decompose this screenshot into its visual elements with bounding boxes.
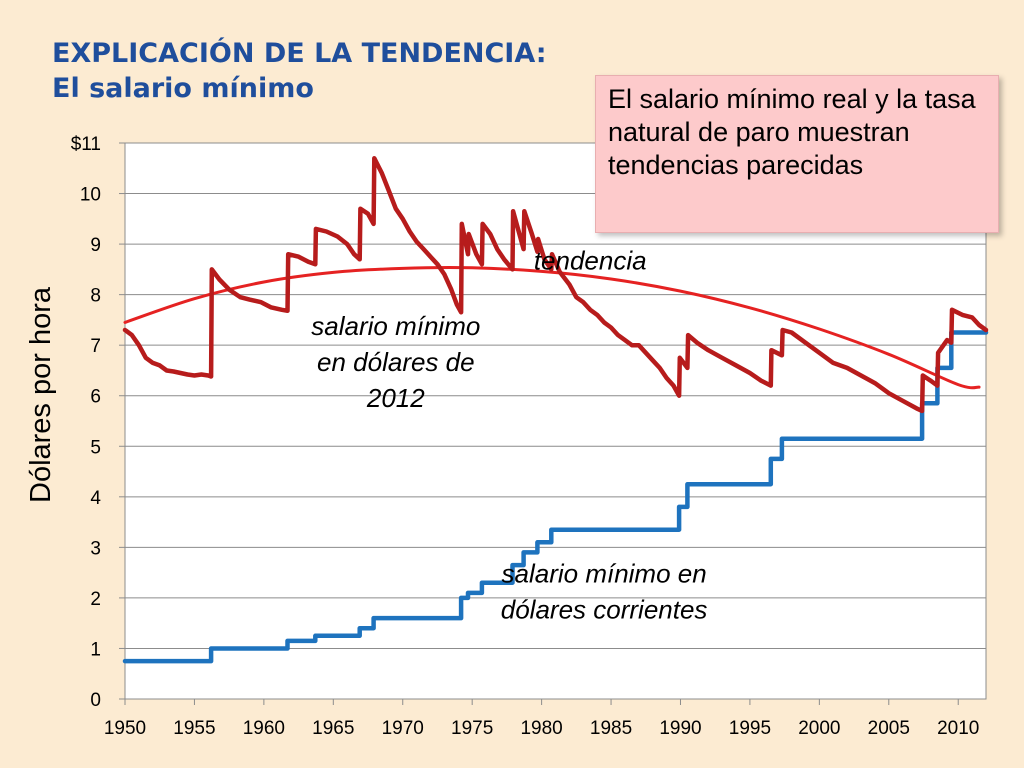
annotation-nominal-line-2: dólares corrientes — [501, 595, 708, 625]
y-tick-label-7: 7 — [90, 336, 101, 357]
slide-title-line-1: EXPLICACIÓN DE LA TENDENCIA: — [52, 38, 547, 69]
callout-text: El salario mínimo real y la tasa natural… — [608, 84, 976, 180]
x-tick-label-1960: 1960 — [243, 718, 285, 739]
y-tick-label-2: 2 — [90, 589, 101, 610]
x-tick-label-1990: 1990 — [659, 718, 701, 739]
slide-title: EXPLICACIÓN DE LA TENDENCIA: El salario … — [52, 36, 547, 106]
annotation-layer: tendencia salario mínimo en dólares de 2012… — [311, 245, 707, 624]
x-axis: 1950 1955 1960 1965 1970 1975 1980 1985 1990 1995… — [104, 699, 979, 739]
callout-box: El salario mínimo real y la tasa natural… — [595, 75, 999, 233]
y-tick-label-1: 1 — [90, 639, 101, 660]
annotation-real-line-1: salario mínimo — [311, 311, 480, 341]
y-tick-label-0: 0 — [90, 690, 101, 711]
y-tick-label-6: 6 — [90, 387, 101, 408]
x-tick-label-2010: 2010 — [937, 718, 979, 739]
x-tick-label-1975: 1975 — [451, 718, 493, 739]
y-tick-label-10: 10 — [80, 185, 101, 206]
annotation-real-line-2: en dólares de — [317, 347, 475, 377]
y-tick-label-4: 4 — [90, 488, 101, 509]
x-tick-label-1980: 1980 — [520, 718, 562, 739]
slide-title-line-2: El salario mínimo — [52, 73, 314, 104]
x-tick-label-2005: 2005 — [868, 718, 910, 739]
x-tick-label-1970: 1970 — [382, 718, 424, 739]
y-tick-label-3: 3 — [90, 538, 101, 559]
annotation-nominal-line-1: salario mínimo en — [502, 559, 707, 589]
y-tick-label-8: 8 — [90, 286, 101, 307]
series-line-trend — [123, 266, 981, 390]
annotation-trend-line-1: tendencia — [534, 245, 647, 275]
annotation-trend: tendencia — [534, 245, 647, 275]
annotation-real: salario mínimo en dólares de 2012 — [311, 311, 480, 413]
y-tick-label-9: 9 — [90, 235, 101, 256]
x-tick-label-1985: 1985 — [590, 718, 632, 739]
y-tick-label-5: 5 — [90, 437, 101, 458]
annotation-real-line-3: 2012 — [366, 383, 425, 413]
x-tick-label-1965: 1965 — [312, 718, 354, 739]
x-tick-label-1955: 1955 — [173, 718, 215, 739]
series-layer — [122, 155, 989, 664]
y-tick-label-11: $11 — [71, 134, 101, 155]
annotation-nominal: salario mínimo en dólares corrientes — [501, 559, 708, 625]
x-tick-label-2000: 2000 — [798, 718, 840, 739]
x-tick-label-1950: 1950 — [104, 718, 146, 739]
x-tick-label-1995: 1995 — [729, 718, 771, 739]
series-line-nominal — [122, 330, 989, 664]
y-axis: 0 1 2 3 4 5 6 7 8 9 10 $11 — [71, 134, 125, 711]
y-axis-label: Dólares por hora — [25, 286, 57, 503]
series-line-real — [122, 155, 989, 414]
plot-area — [124, 142, 987, 700]
